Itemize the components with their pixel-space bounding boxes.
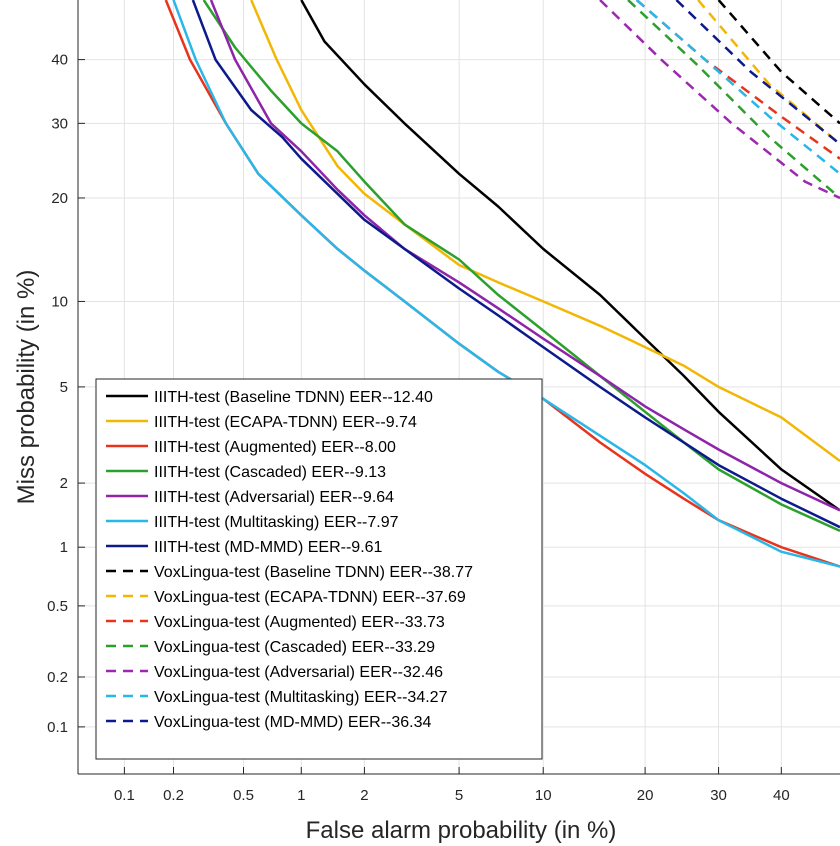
- iiith-series-line: [250, 0, 840, 463]
- legend-label: VoxLingua-test (ECAPA-TDNN) EER--37.69: [154, 589, 466, 606]
- y-tick-label: 2: [60, 475, 68, 492]
- iiith-series-line: [191, 0, 840, 529]
- legend-label: IIITH-test (Baseline TDNN) EER--12.40: [154, 389, 433, 406]
- legend-label: VoxLingua-test (Multitasking) EER--34.27: [154, 689, 448, 706]
- x-tick-label: 5: [455, 787, 463, 804]
- legend-label: IIITH-test (Augmented) EER--8.00: [154, 439, 396, 456]
- x-axis-title: False alarm probability (in %): [306, 817, 617, 844]
- x-tick-label: 1: [297, 787, 305, 804]
- y-tick-label: 20: [51, 190, 68, 207]
- legend-label: VoxLingua-test (Baseline TDNN) EER--38.7…: [154, 564, 473, 581]
- x-tick-label: 2: [360, 787, 368, 804]
- y-tick-label: 0.5: [47, 598, 68, 615]
- x-ticks: 0.1 0.2 0.5 1 2 5 10 20 30 40: [114, 767, 790, 804]
- legend-label: VoxLingua-test (Augmented) EER--33.73: [154, 614, 445, 631]
- iiith-series-line: [172, 0, 840, 568]
- x-tick-label: 0.2: [163, 787, 184, 804]
- voxlingua-series-line: [635, 0, 840, 160]
- y-ticks: 0.1 0.2 0.5 1 2 5 10 20 30 40: [47, 52, 85, 736]
- legend-label: VoxLingua-test (MD-MMD) EER--36.34: [154, 714, 432, 731]
- y-axis-title: Miss probability (in %): [13, 270, 40, 505]
- legend-label: IIITH-test (ECAPA-TDNN) EER--9.74: [154, 414, 417, 431]
- legend-label: IIITH-test (Cascaded) EER--9.13: [154, 464, 386, 481]
- iiith-series-line: [300, 0, 840, 512]
- iiith-series-line: [209, 0, 840, 512]
- legend-box: [95, 378, 543, 760]
- voxlingua-series-line: [627, 0, 840, 199]
- y-tick-label: 40: [51, 52, 68, 69]
- y-tick-label: 5: [60, 379, 68, 396]
- y-tick-label: 10: [51, 293, 68, 310]
- voxlingua-series-line: [675, 0, 840, 146]
- x-tick-label: 30: [710, 787, 727, 804]
- iiith-series-line: [202, 0, 840, 533]
- x-tick-label: 40: [773, 787, 790, 804]
- voxlingua-series-line: [635, 0, 840, 175]
- legend-label: VoxLingua-test (Cascaded) EER--33.29: [154, 639, 435, 656]
- x-tick-label: 0.5: [233, 787, 254, 804]
- x-tick-label: 0.1: [114, 787, 135, 804]
- legend-label: IIITH-test (Multitasking) EER--7.97: [154, 514, 399, 531]
- y-tick-label: 0.2: [47, 669, 68, 686]
- x-tick-label: 20: [637, 787, 654, 804]
- series-group: [164, 0, 840, 568]
- legend: IIITH-test (Baseline TDNN) EER--12.40 III…: [95, 378, 543, 760]
- x-tick-label: 10: [535, 787, 552, 804]
- y-tick-label: 0.1: [47, 719, 68, 736]
- y-tick-label: 1: [60, 539, 68, 556]
- y-tick-label: 30: [51, 115, 68, 132]
- legend-label: VoxLingua-test (Adversarial) EER--32.46: [154, 664, 443, 681]
- legend-label: IIITH-test (MD-MMD) EER--9.61: [154, 539, 383, 556]
- voxlingua-series-line: [599, 0, 840, 200]
- legend-label: IIITH-test (Adversarial) EER--9.64: [154, 489, 394, 506]
